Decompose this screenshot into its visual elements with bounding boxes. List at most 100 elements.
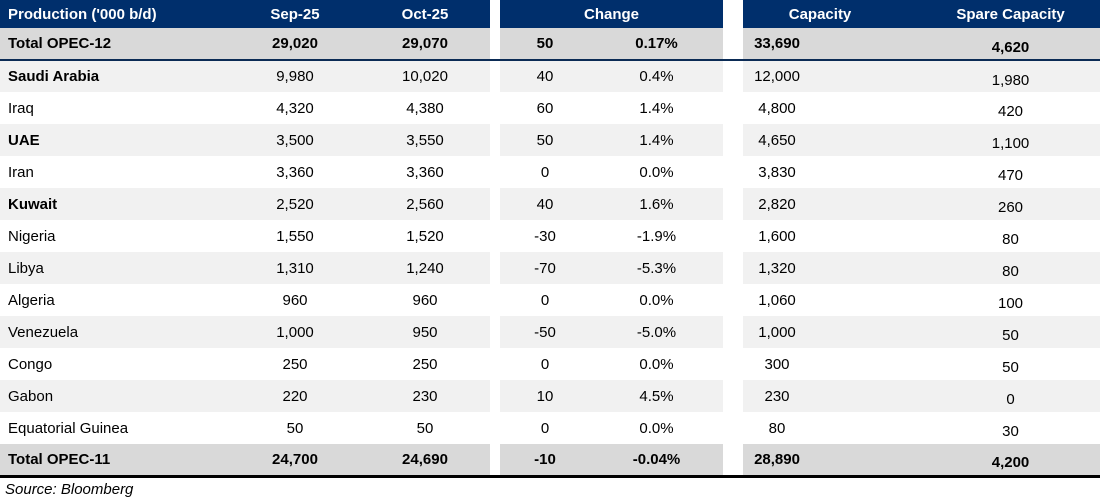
sep25-value-cell: 2,520 — [230, 188, 360, 220]
capacity-value-cell: 300 — [764, 355, 790, 373]
capacity-value-cell: 230 — [743, 380, 922, 412]
spare-capacity-cell: 100 — [998, 295, 1024, 312]
column-gap — [490, 188, 500, 220]
table-row: Gabon 220 230 10 4.5% 230 0 — [0, 380, 1100, 412]
column-gap — [490, 124, 500, 156]
table-row: Congo 250 250 0 0.0% 300 50 — [0, 348, 1100, 380]
column-gap — [723, 92, 744, 124]
sep25-value-cell: 1,000 — [230, 316, 360, 348]
change-pct-cell: 0.0% — [639, 163, 674, 181]
oct25-value-cell: 1,520 — [406, 227, 444, 245]
change-value-cell: 50 — [500, 124, 590, 156]
country-name-cell: Gabon — [0, 380, 230, 412]
col-header-production: Production ('000 b/d) — [0, 0, 230, 28]
sep25-value-cell: 24,700 — [230, 444, 360, 478]
col-header-capacity: Capacity — [743, 0, 922, 28]
country-name-cell: Total OPEC-11 — [0, 444, 230, 478]
column-gap — [490, 380, 500, 412]
column-gap — [490, 220, 500, 252]
table-row: Kuwait 2,520 2,560 40 1.6% 2,820 260 — [0, 188, 1100, 220]
capacity-value-cell: 2,820 — [743, 188, 922, 220]
source-note: Source: Bloomberg — [5, 480, 134, 498]
change-value-cell: 60 — [536, 99, 554, 117]
oct25-value-cell: 950 — [360, 316, 490, 348]
sep25-value-cell: 3,360 — [276, 163, 314, 181]
change-pct-cell: -5.0% — [590, 316, 724, 348]
column-gap — [490, 284, 500, 316]
country-name-cell: Libya — [0, 252, 230, 284]
column-gap — [723, 156, 744, 188]
sep25-value-cell: 3,500 — [230, 124, 360, 156]
table-row: Iraq 4,320 4,380 60 1.4% 4,800 420 — [0, 92, 1100, 124]
country-name-cell: Saudi Arabia — [0, 60, 230, 92]
change-value-cell: -10 — [500, 444, 590, 478]
column-gap — [490, 316, 500, 348]
change-value-cell: 0 — [540, 355, 550, 373]
column-gap — [723, 188, 744, 220]
sep25-value-cell: 1,310 — [230, 252, 360, 284]
spare-capacity-cell: 260 — [921, 188, 1100, 220]
capacity-value-cell: 80 — [768, 419, 786, 437]
change-value-cell: 0 — [540, 163, 550, 181]
capacity-value-cell: 33,690 — [743, 28, 922, 61]
capacity-value-cell: 3,830 — [758, 163, 796, 181]
column-gap — [723, 124, 744, 156]
change-pct-cell: 0.0% — [639, 291, 674, 309]
capacity-value-cell: 1,320 — [743, 252, 922, 284]
sep25-value-cell: 250 — [282, 355, 308, 373]
column-gap — [723, 412, 744, 444]
sep25-value-cell: 4,320 — [276, 99, 314, 117]
country-name-cell: Algeria — [8, 291, 55, 309]
table-row: UAE 3,500 3,550 50 1.4% 4,650 1,100 — [0, 124, 1100, 156]
column-gap — [723, 380, 744, 412]
change-value-cell: -30 — [534, 227, 556, 245]
table-row: Total OPEC-12 29,020 29,070 50 0.17% 33,690 4,… — [0, 28, 1100, 61]
col-header-change: Change — [500, 0, 724, 28]
column-gap — [723, 220, 744, 252]
country-name-cell: Congo — [8, 355, 53, 373]
spare-capacity-cell: 50 — [1002, 359, 1019, 376]
column-gap — [490, 28, 500, 61]
country-name-cell: Iraq — [8, 99, 34, 117]
change-pct-cell: 1.6% — [590, 188, 724, 220]
oct25-value-cell: 4,380 — [406, 99, 444, 117]
change-pct-cell: 1.4% — [639, 99, 674, 117]
spare-capacity-cell: 30 — [1002, 423, 1019, 440]
column-gap — [490, 252, 500, 284]
capacity-value-cell: 1,600 — [758, 227, 796, 245]
change-value-cell: 40 — [500, 60, 590, 92]
sep25-value-cell: 9,980 — [230, 60, 360, 92]
spare-capacity-cell: 1,100 — [921, 124, 1100, 156]
table-row: Venezuela 1,000 950 -50 -5.0% 1,000 50 — [0, 316, 1100, 348]
sep25-value-cell: 960 — [282, 291, 308, 309]
table-row: Libya 1,310 1,240 -70 -5.3% 1,320 80 — [0, 252, 1100, 284]
capacity-value-cell: 1,000 — [743, 316, 922, 348]
column-gap — [490, 156, 500, 188]
change-pct-cell: 0.0% — [639, 355, 674, 373]
spare-capacity-cell: 1,980 — [921, 60, 1100, 92]
table-row: Iran 3,360 3,360 0 0.0% 3,830 470 — [0, 156, 1100, 188]
capacity-value-cell: 4,650 — [743, 124, 922, 156]
change-pct-cell: -1.9% — [636, 227, 677, 245]
oct25-value-cell: 250 — [412, 355, 438, 373]
column-gap — [490, 0, 500, 28]
opec-production-table: Production ('000 b/d) Sep-25 Oct-25 Chan… — [0, 0, 1100, 478]
oct25-value-cell: 1,240 — [360, 252, 490, 284]
table-body: Total OPEC-12 29,020 29,070 50 0.17% 33,690 4,… — [0, 28, 1100, 478]
country-name-cell: UAE — [0, 124, 230, 156]
country-name-cell: Nigeria — [8, 227, 56, 245]
oct25-value-cell: 3,360 — [406, 163, 444, 181]
col-header-sep25: Sep-25 — [230, 0, 360, 28]
column-gap — [723, 316, 744, 348]
spare-capacity-cell: 80 — [1002, 231, 1019, 248]
capacity-value-cell: 12,000 — [743, 60, 922, 92]
change-pct-cell: 0.0% — [639, 419, 674, 437]
table-row: Equatorial Guinea 50 50 0 0.0% 80 30 — [0, 412, 1100, 444]
col-header-oct25: Oct-25 — [360, 0, 490, 28]
country-name-cell: Venezuela — [0, 316, 230, 348]
column-gap — [490, 92, 500, 124]
column-gap — [490, 412, 500, 444]
capacity-value-cell: 4,800 — [758, 99, 796, 117]
sep25-value-cell: 29,020 — [230, 28, 360, 61]
